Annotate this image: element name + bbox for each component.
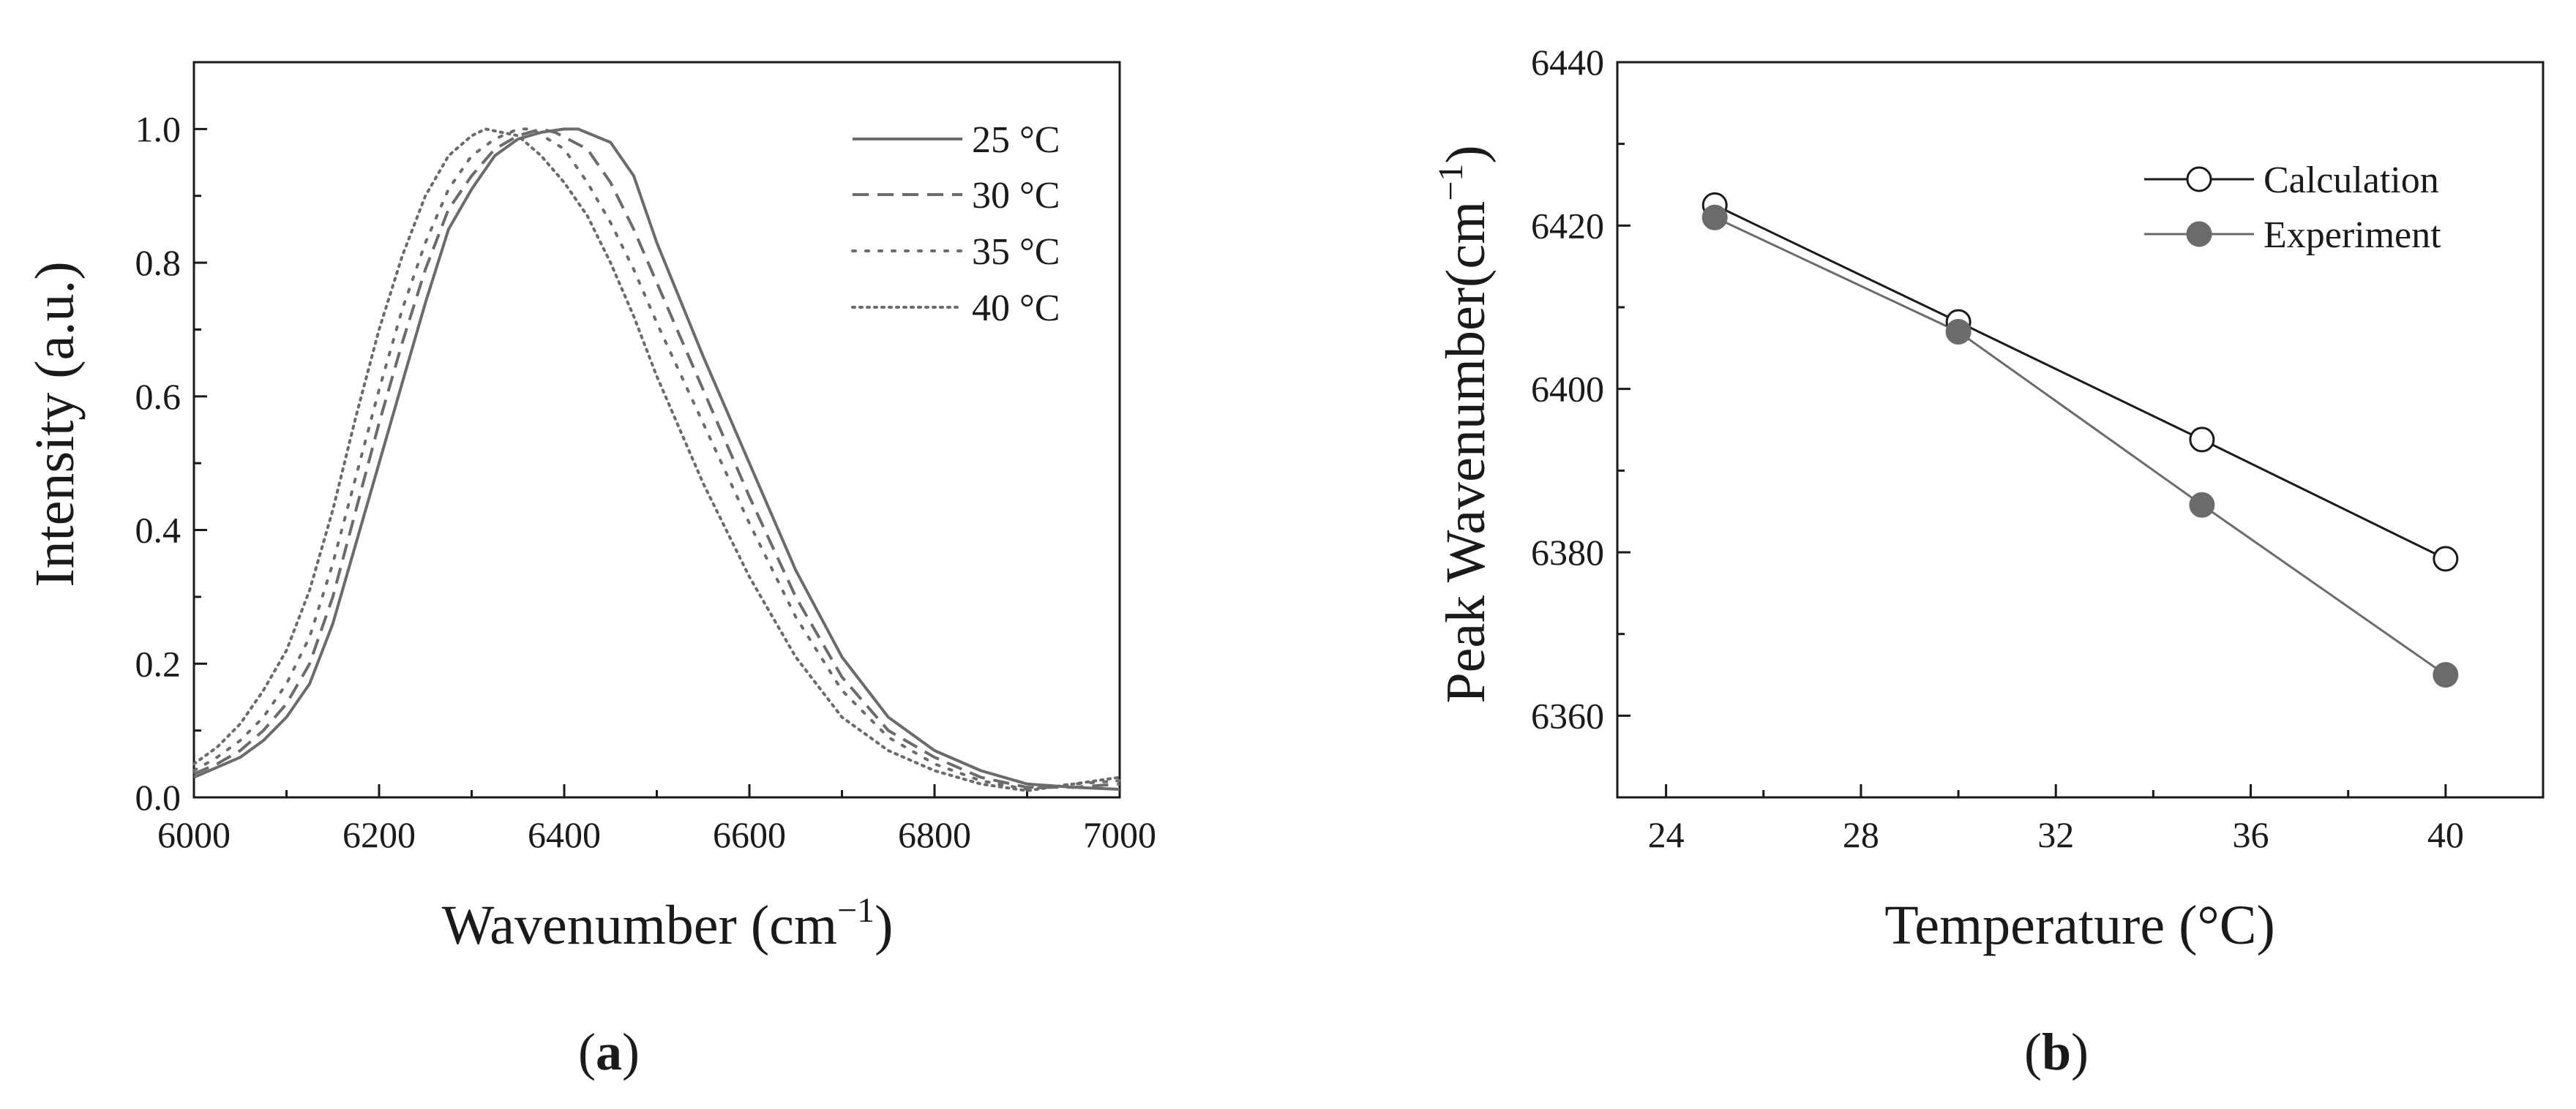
panel-b-x-ticks: 24 28 32 36 40 (1648, 784, 2464, 855)
panel-a-y-ticks: 0.0 0.2 0.4 0.6 0.8 1.0 (135, 108, 207, 818)
panel-a-x-ticks: 6000 6200 6400 6600 6800 7000 (157, 784, 1156, 855)
panel-b-label: (b) (2024, 1023, 2089, 1081)
panel-a-y-tick-label: 0.2 (135, 643, 181, 684)
panel-b-series-group (1701, 192, 2459, 688)
panel-a-spectra-chart: 6000 6200 6400 6600 6800 7000 0.0 0.2 0.4 0.6 0.8… (24, 61, 1156, 1081)
legend-label-experiment: Experiment (2264, 214, 2441, 256)
panel-a-x-tick-label: 7000 (1083, 814, 1156, 855)
panel-b-y-tick-label: 6380 (1531, 532, 1604, 573)
legend-label-calculation: Calculation (2264, 159, 2439, 201)
panel-a-x-tick-label: 6200 (342, 814, 416, 855)
series-line-40-c (192, 127, 1121, 792)
panel-a-label-letter: a (596, 1023, 622, 1081)
panel-a-y-axis-title: Intensity (a.u.) (24, 261, 86, 587)
legend-label-40c: 40 °C (972, 287, 1060, 329)
panel-b-x-tick-label: 40 (2427, 814, 2464, 855)
panel-b-x-tick-label: 32 (2037, 814, 2074, 855)
panel-b-x-tick-label: 28 (1843, 814, 1879, 855)
data-point-experiment (2433, 662, 2459, 688)
panel-a-y-tick-label: 0.0 (135, 777, 181, 818)
series-line-calculation (1714, 204, 2446, 560)
data-point-experiment (1701, 204, 1728, 230)
legend-marker-calculation (2186, 166, 2212, 192)
panel-b-x-tick-label: 36 (2233, 814, 2269, 855)
panel-a-x-tick-label: 6600 (713, 814, 786, 855)
panel-a-x-axis-title: Wavenumber (cm−1) (442, 891, 894, 956)
panel-b-legend: Calculation Experiment (2144, 159, 2441, 256)
legend-marker-experiment (2186, 221, 2212, 247)
data-point-experiment (1945, 319, 1972, 345)
legend-label-35c: 35 °C (972, 231, 1060, 273)
panel-a-plot-frame (192, 61, 1121, 799)
panel-a-x-tick-label: 6800 (898, 814, 971, 855)
panel-b-plot-frame (1616, 61, 2545, 799)
panel-b-y-axis-title: Peak Wavenumber(cm−1) (1431, 145, 1497, 703)
legend-label-25c: 25 °C (972, 119, 1060, 161)
panel-b-y-tick-label: 6400 (1531, 369, 1604, 410)
series-line-30-c (193, 127, 1120, 789)
panel-a-y-tick-label: 0.6 (135, 376, 181, 417)
panel-b-y-ticks: 6360 6380 6400 6420 6440 (1531, 42, 1630, 736)
data-point-calculation (2189, 426, 2215, 453)
panel-b-y-tick-label: 6360 (1531, 695, 1604, 736)
series-line-35-c (192, 127, 1121, 791)
panel-a-label: (a) (578, 1023, 640, 1081)
panel-b-y-tick-label: 6420 (1531, 205, 1604, 246)
panel-a-legend: 25 °C 30 °C 35 °C 40 °C (851, 119, 1060, 329)
panel-a-y-tick-label: 0.8 (135, 242, 181, 283)
panel-b-x-tick-label: 24 (1648, 814, 1685, 855)
panel-a-x-tick-label: 6400 (528, 814, 601, 855)
panel-b-y-tick-label: 6440 (1531, 42, 1604, 83)
series-line-experiment (1714, 216, 2446, 676)
panel-a-x-tick-label: 6000 (157, 814, 231, 855)
panel-a-y-tick-label: 1.0 (135, 108, 181, 149)
data-point-calculation (2433, 546, 2459, 572)
panel-a-y-tick-label: 0.4 (135, 510, 181, 551)
legend-label-30c: 30 °C (972, 175, 1060, 217)
series-line-25-c (193, 127, 1120, 791)
panel-a-series-group (192, 127, 1121, 792)
data-point-experiment (2189, 492, 2215, 518)
panel-b-label-letter: b (2042, 1023, 2071, 1081)
panel-b-x-axis-title: Temperature (°C) (1884, 895, 2275, 956)
panel-b-peak-chart: 24 28 32 36 40 6360 6380 6400 6420 6440 Calculat… (1431, 42, 2545, 1081)
